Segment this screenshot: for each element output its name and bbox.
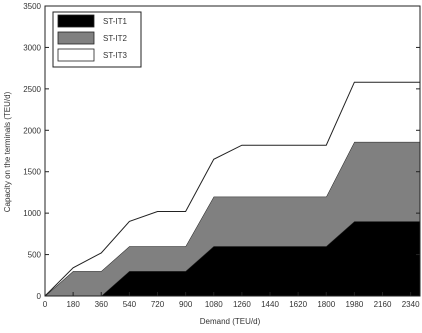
y-tick-label: 2000 bbox=[23, 126, 41, 135]
legend-label-2: ST-IT2 bbox=[103, 34, 128, 43]
axes-layer: 0 500 1000 1500 2000 2500 3000 3500 0 180 360 540 72… bbox=[23, 2, 421, 309]
legend-swatch-1 bbox=[57, 14, 95, 28]
x-tick-label: 1800 bbox=[317, 300, 335, 309]
area-series-3 bbox=[45, 82, 420, 296]
x-tick-label: 2340 bbox=[402, 300, 420, 309]
x-tick-label: 0 bbox=[43, 300, 48, 309]
y-tick-label: 1000 bbox=[23, 209, 41, 218]
y-tick-label: 3500 bbox=[23, 2, 41, 11]
x-tick-label: 1620 bbox=[289, 300, 307, 309]
y-tick-label: 1500 bbox=[23, 168, 41, 177]
y-tick-label: 2500 bbox=[23, 85, 41, 94]
area-outline-series-1 bbox=[45, 220, 420, 297]
x-tick-label: 720 bbox=[151, 300, 165, 309]
plot-frame bbox=[44, 5, 421, 297]
y-tick-label: 500 bbox=[28, 251, 42, 260]
area-outline-series-3 bbox=[44, 81, 420, 297]
x-tick-label: 2160 bbox=[374, 300, 392, 309]
x-tick-label: 540 bbox=[123, 300, 137, 309]
y-tick-label: 3000 bbox=[23, 43, 41, 52]
area-series-1 bbox=[45, 221, 420, 296]
x-tick-label: 1440 bbox=[261, 300, 279, 309]
legend-swatch-3 bbox=[57, 48, 95, 62]
x-tick-label: 180 bbox=[66, 300, 80, 309]
y-tick-label: 0 bbox=[37, 292, 42, 301]
x-tick-label: 360 bbox=[95, 300, 109, 309]
legend-label-1: ST-IT1 bbox=[103, 17, 128, 26]
x-axis-label: Demand (TEU/d) bbox=[200, 317, 261, 326]
x-tick-label: 1260 bbox=[233, 300, 251, 309]
y-axis-label: Capacity on the terminals (TEU/d) bbox=[3, 91, 12, 212]
x-tick-label: 1980 bbox=[345, 300, 363, 309]
legend: ST-IT1 ST-IT2 ST-IT3 bbox=[52, 11, 142, 68]
x-tick-label: 1080 bbox=[205, 300, 223, 309]
area-layer bbox=[44, 6, 420, 297]
area-series-2 bbox=[45, 141, 420, 296]
legend-label-3: ST-IT3 bbox=[103, 51, 128, 60]
x-tick-label: 900 bbox=[179, 300, 193, 309]
legend-swatch-2 bbox=[57, 31, 95, 45]
